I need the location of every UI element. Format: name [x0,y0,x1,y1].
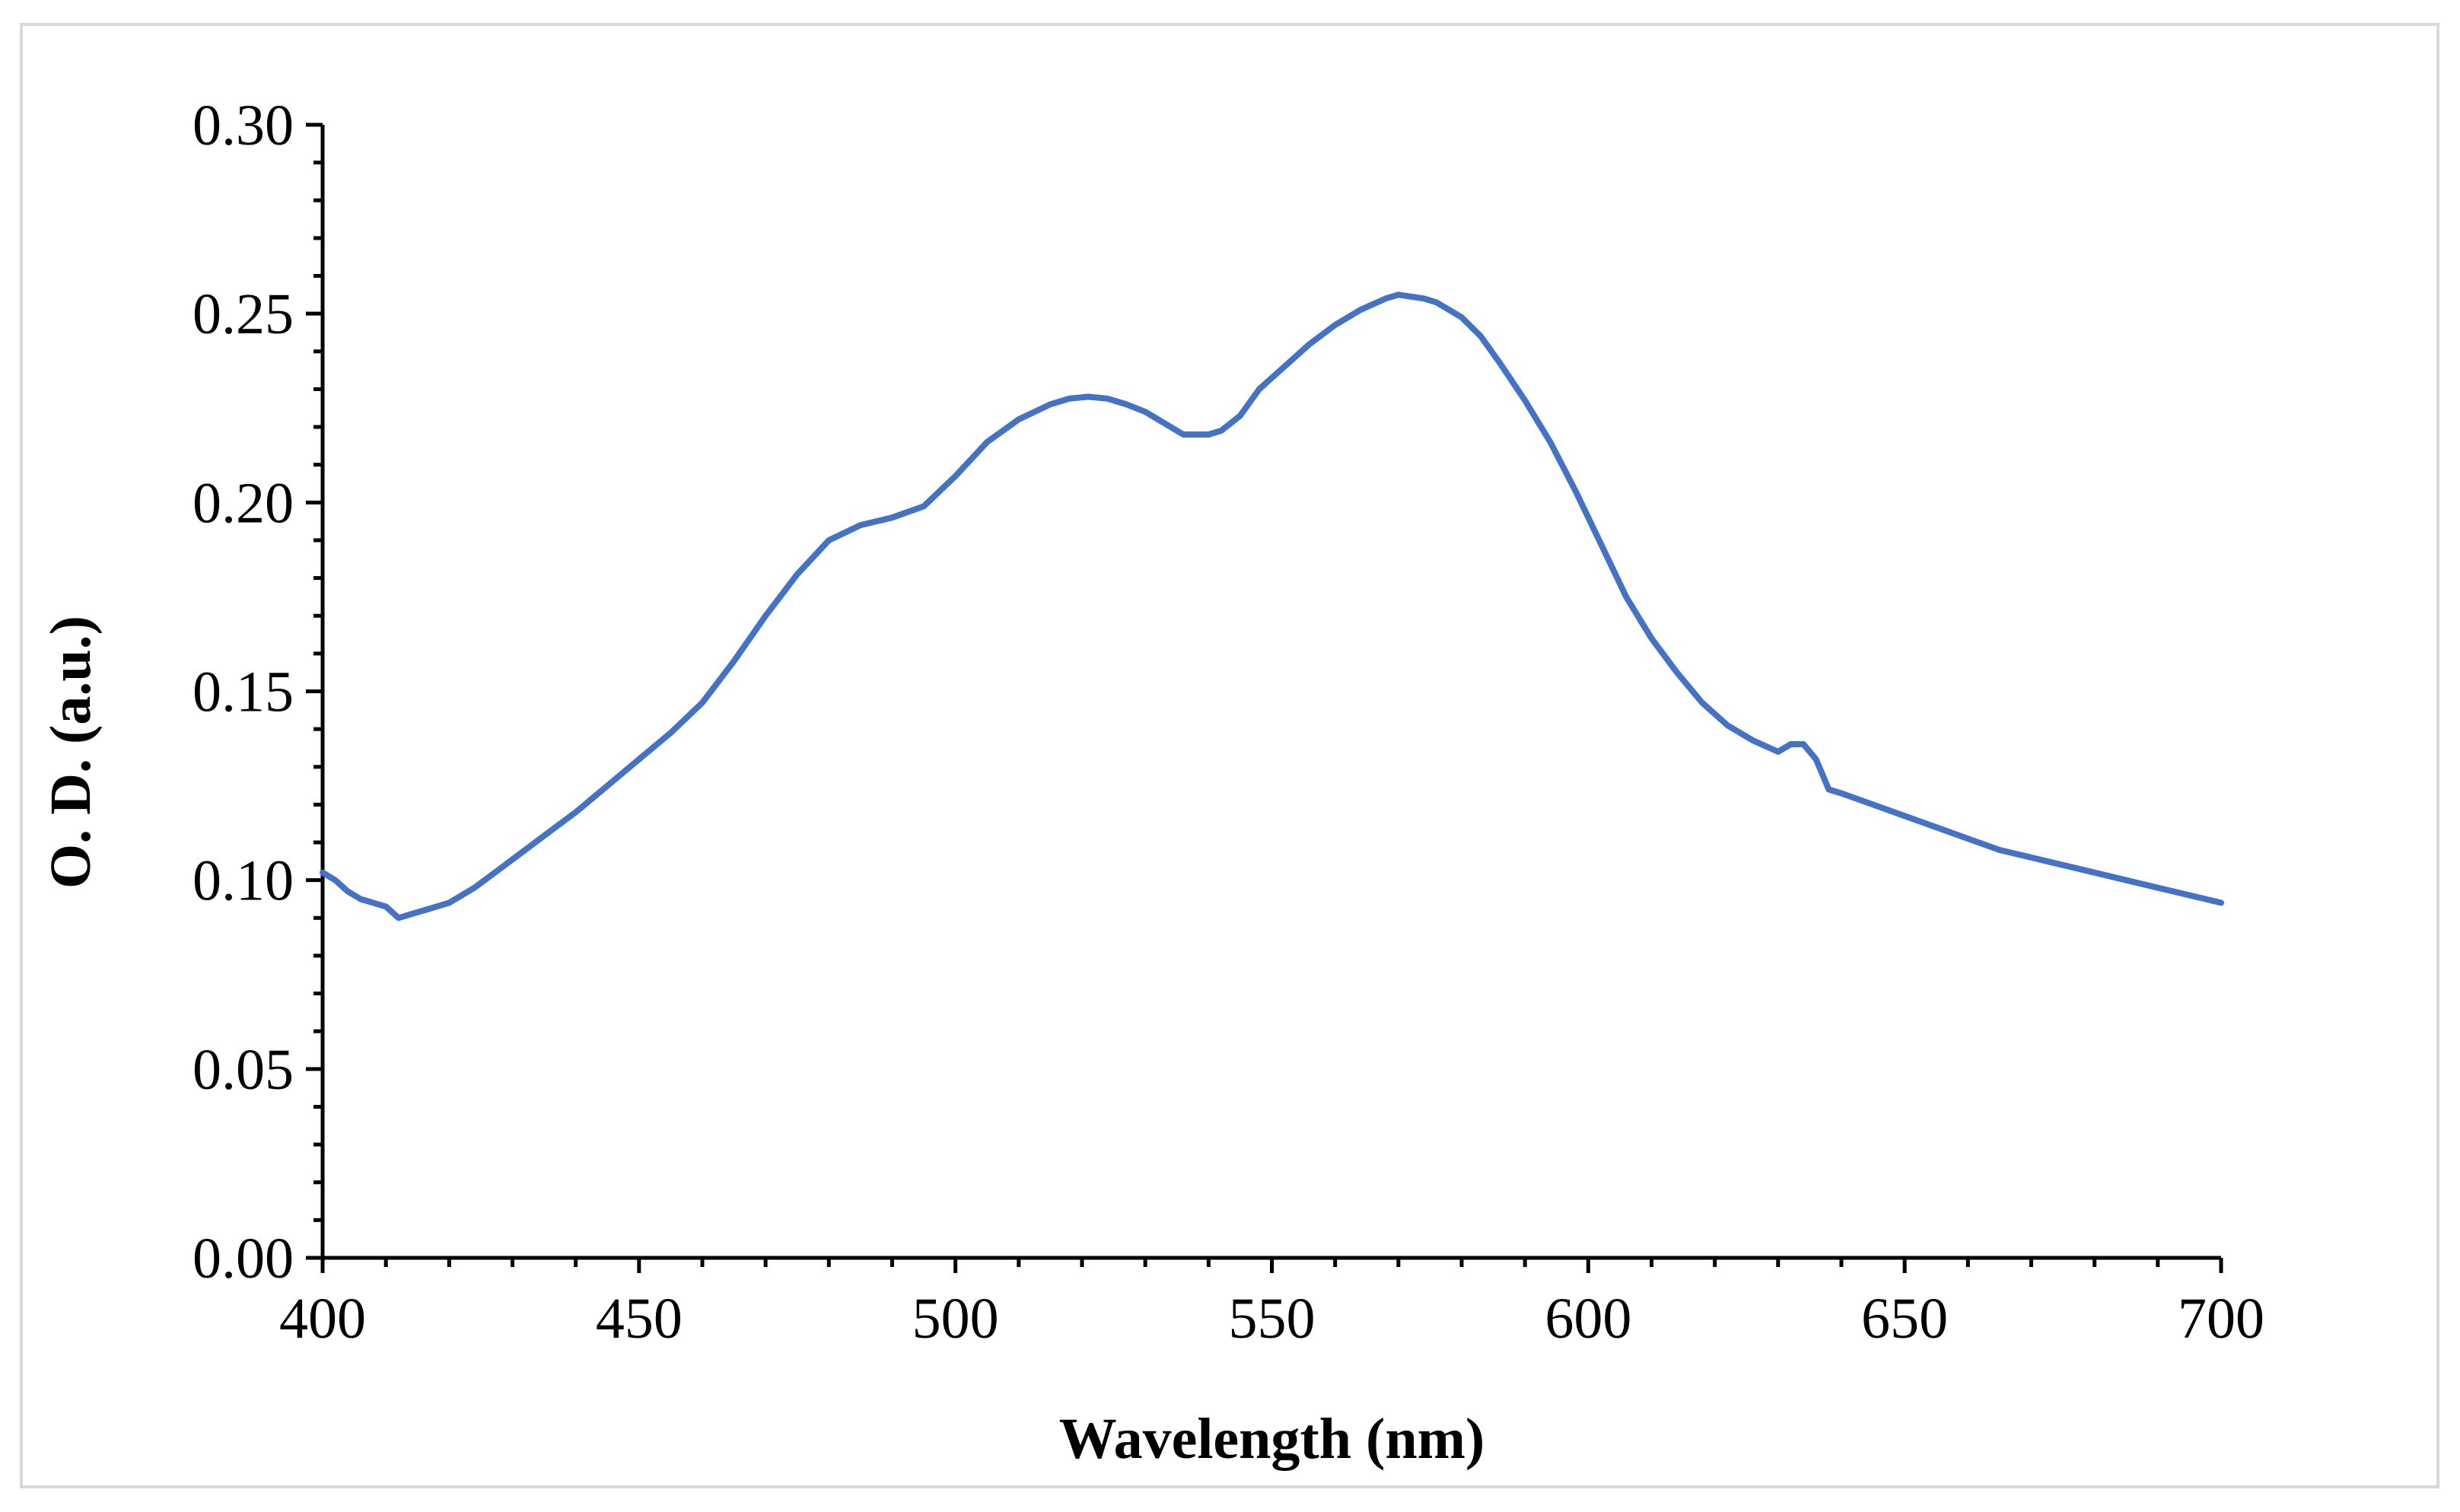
x-axis-ticks: 400 450 500 550 600 650 700 [279,1258,2264,1351]
x-tick-label: 550 [1229,1287,1316,1351]
chart-frame [20,23,2439,1488]
y-tick-label: 0.30 [193,94,294,158]
x-tick-label: 500 [912,1287,999,1351]
y-axis-ticks: 0.00 0.05 0.10 0.15 0.20 0.25 0.30 [193,94,323,1291]
y-tick-label: 0.05 [193,1038,294,1102]
y-tick-label: 0.20 [193,471,294,535]
series-layer [320,291,2224,922]
y-tick-label: 0.25 [193,282,294,346]
x-tick-label: 400 [279,1287,366,1351]
y-tick-label: 0.00 [193,1227,294,1291]
y-tick-label: 0.10 [193,849,294,913]
series-line [320,291,2224,922]
y-tick-label: 0.15 [193,661,294,724]
x-tick-label: 700 [2178,1287,2264,1351]
x-tick-label: 650 [1861,1287,1948,1351]
x-tick-label: 600 [1545,1287,1631,1351]
x-tick-label: 450 [596,1287,683,1351]
y-axis-title: O. D. (a.u.) [39,616,103,889]
x-axis-title: Wavelength (nm) [1059,1407,1485,1471]
